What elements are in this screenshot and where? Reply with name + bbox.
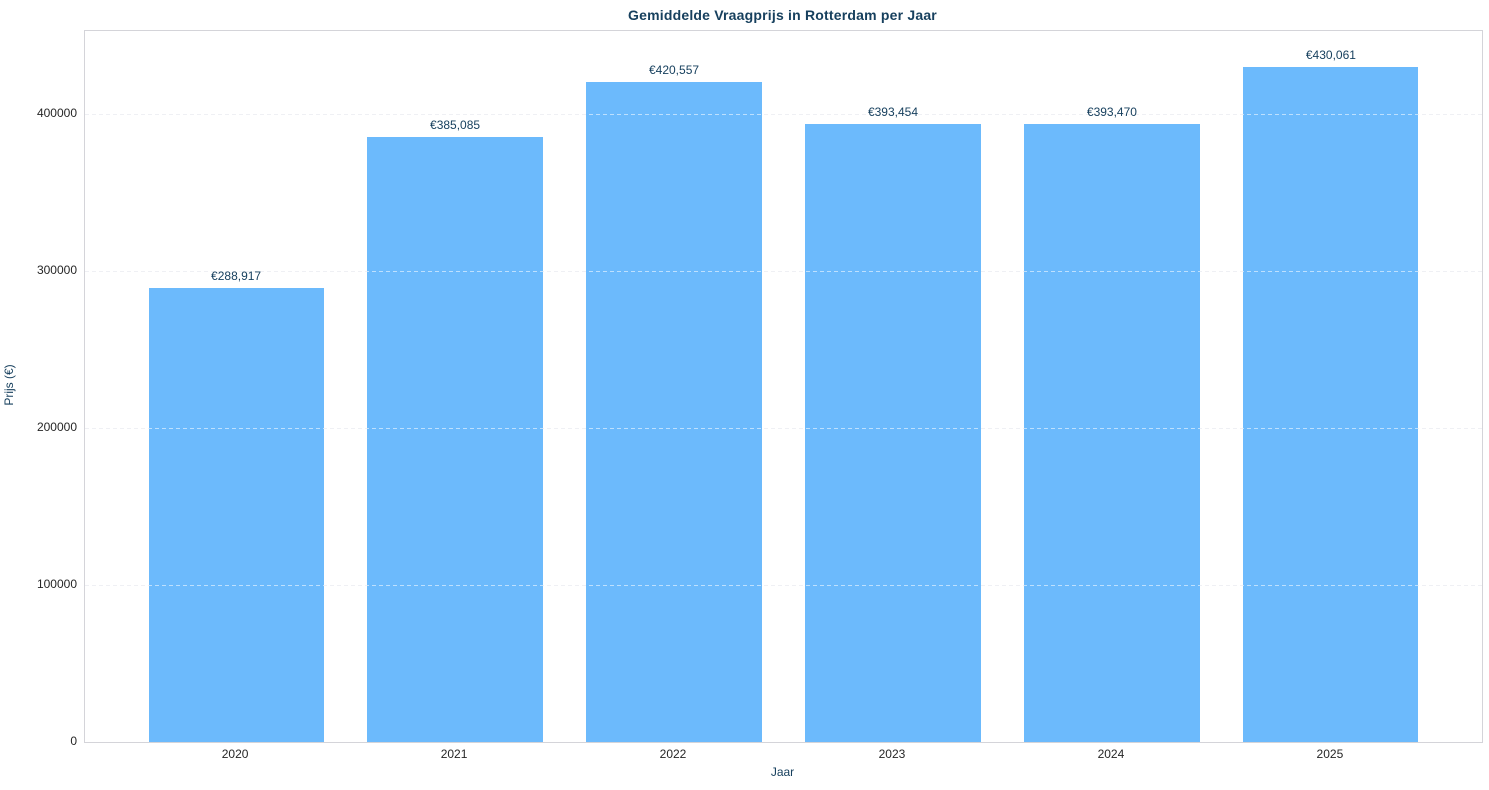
gridline-overlay xyxy=(85,584,1482,586)
bar-value-label: €430,061 xyxy=(1305,47,1356,62)
y-tick-label: 300000 xyxy=(36,262,77,277)
bar-value-label: €393,454 xyxy=(867,105,918,120)
gridlines-overlay-layer xyxy=(85,31,1482,742)
y-tick-label: 400000 xyxy=(36,105,77,120)
gridline-overlay xyxy=(85,427,1482,429)
y-tick-label: 200000 xyxy=(36,419,77,434)
gridline-overlay xyxy=(85,113,1482,115)
x-tick-label: 2023 xyxy=(878,747,906,761)
y-tick-label: 0 xyxy=(70,733,77,748)
bar xyxy=(1024,124,1200,742)
y-tick-label: 100000 xyxy=(36,576,77,591)
gridline-overlay xyxy=(85,270,1482,272)
x-tick-label: 2022 xyxy=(659,747,687,761)
y-axis-title: Prijs (€) xyxy=(2,364,16,406)
x-axis-title: Jaar xyxy=(770,765,795,779)
bar xyxy=(367,137,543,742)
plot-area: €288,917 €385,085 €420,557 €393,454 €393,470… xyxy=(84,30,1483,743)
bar-value-label: €385,085 xyxy=(430,118,481,133)
x-tick-label: 2020 xyxy=(221,747,249,761)
bar-value-label: €420,557 xyxy=(648,62,700,77)
x-tick-label: 2025 xyxy=(1316,747,1344,761)
bar-labels-layer: €288,917 €385,085 €420,557 €393,454 €393,470… xyxy=(85,31,1482,742)
bars-layer xyxy=(85,31,1482,742)
chart-title: Gemiddelde Vraagprijs in Rotterdam per J… xyxy=(628,7,937,23)
bar xyxy=(1243,66,1419,742)
bar xyxy=(586,81,762,742)
x-tick-label: 2024 xyxy=(1097,747,1125,761)
bar-value-label: €393,470 xyxy=(1086,105,1137,120)
bar-value-label: €288,917 xyxy=(211,269,262,284)
x-tick-label: 2021 xyxy=(440,747,468,761)
bar xyxy=(148,288,324,742)
bar xyxy=(805,124,981,742)
